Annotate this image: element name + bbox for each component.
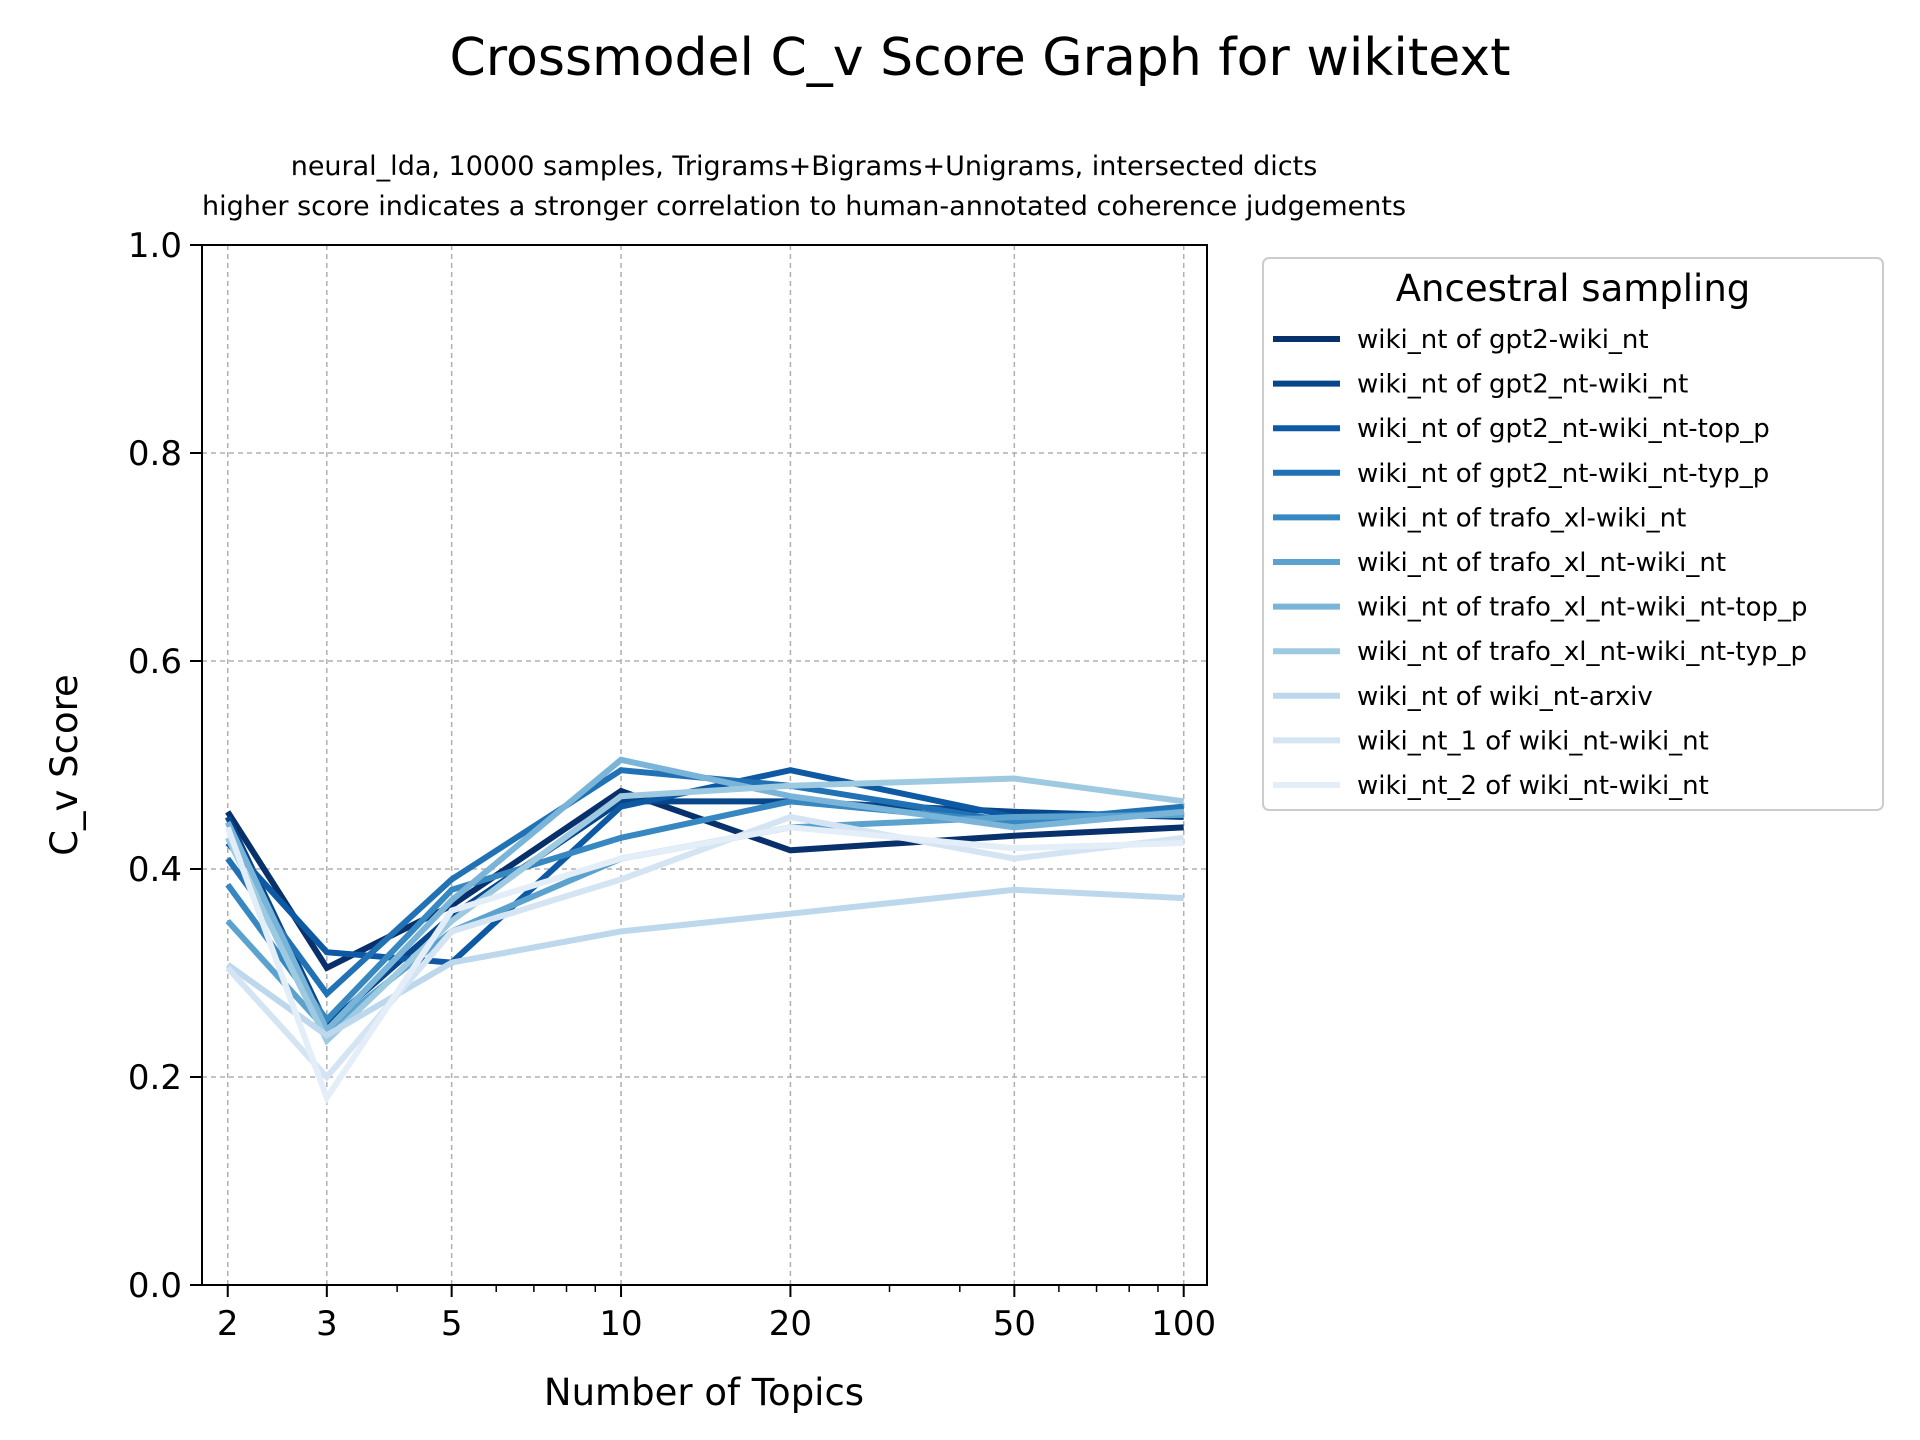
axes: 0.0 0.2 0.4 0.6 0.8 1.0 2 3 5 10 20 50 100	[128, 226, 1216, 1344]
y-tick-label: 0.8	[128, 434, 182, 474]
plot-frame	[201, 244, 1208, 1286]
legend-label-5: wiki_nt of trafo_xl-wiki_nt	[1357, 503, 1686, 533]
legend-label-3: wiki_nt of gpt2_nt-wiki_nt-top_p	[1357, 414, 1770, 444]
legend-label-10: wiki_nt_1 of wiki_nt-wiki_nt	[1357, 726, 1709, 756]
series-line-10	[225, 813, 1185, 1082]
x-tick-label: 20	[769, 1304, 812, 1344]
series-line-5	[225, 798, 1184, 1025]
legend-label-8: wiki_nt of trafo_xl_nt-wiki_nt-typ_p	[1357, 637, 1807, 667]
chart-subtitle-line-1: neural_lda, 10000 samples, Trigrams+Bigr…	[291, 151, 1318, 182]
x-tick-label: 10	[599, 1304, 642, 1344]
legend-label-7: wiki_nt of trafo_xl_nt-wiki_nt-top_p	[1357, 593, 1808, 623]
y-tick-label: 0.6	[128, 642, 182, 682]
x-tick-label: 3	[316, 1304, 338, 1344]
y-tick-label: 0.2	[128, 1058, 182, 1098]
x-tick-label: 5	[441, 1304, 463, 1344]
x-tick-label: 100	[1151, 1304, 1216, 1344]
legend: Ancestral sampling wiki_nt of gpt2-wiki_…	[1262, 257, 1884, 811]
legend-label-9: wiki_nt of wiki_nt-arxiv	[1357, 682, 1653, 712]
legend-label-4: wiki_nt of gpt2_nt-wiki_nt-typ_p	[1357, 459, 1769, 489]
y-tick-label: 0.4	[128, 850, 182, 890]
y-tick-label: 0.0	[128, 1266, 182, 1306]
legend-label-11: wiki_nt_2 of wiki_nt-wiki_nt	[1357, 771, 1709, 801]
legend-label-2: wiki_nt of gpt2_nt-wiki_nt	[1357, 370, 1688, 400]
x-tick-label: 50	[993, 1304, 1036, 1344]
legend-frame	[1262, 257, 1884, 811]
chart-title: Crossmodel C_v Score Graph for wikitext	[450, 28, 1511, 88]
x-axis-label: Number of Topics	[544, 1371, 864, 1414]
grid	[202, 244, 1207, 1286]
legend-label-6: wiki_nt of trafo_xl_nt-wiki_nt	[1357, 548, 1726, 578]
chart-subtitle-line-2: higher score indicates a stronger correl…	[202, 191, 1406, 222]
series-line-9	[225, 886, 1184, 1039]
x-tick-label: 2	[217, 1304, 239, 1344]
legend-title: Ancestral sampling	[1396, 267, 1751, 310]
series-line-8	[225, 775, 1185, 1046]
series-line-11	[224, 824, 1184, 1105]
series-lines	[224, 756, 1185, 1105]
y-tick-label: 1.0	[128, 226, 182, 266]
y-axis-label: C_v Score	[43, 674, 86, 856]
legend-label-1: wiki_nt of gpt2-wiki_nt	[1357, 325, 1649, 355]
series-line-7	[224, 756, 1184, 1036]
series-line-1	[225, 787, 1184, 972]
